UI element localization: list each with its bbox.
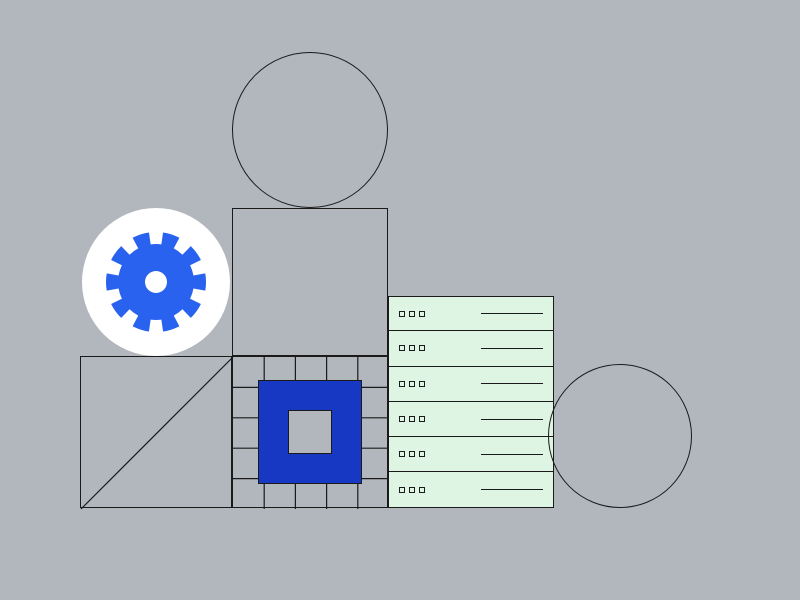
server-led-icon: [399, 487, 405, 493]
server-led-icon: [399, 451, 405, 457]
server-unit: [388, 472, 554, 507]
server-line: [481, 489, 543, 490]
server-led-icon: [409, 451, 415, 457]
upper-square: [232, 208, 388, 356]
right-circle: [548, 364, 692, 508]
gear-icon: [102, 228, 210, 336]
top-circle: [232, 52, 388, 208]
server-led-icon: [399, 416, 405, 422]
server-unit: [388, 367, 554, 402]
server-led-icon: [399, 345, 405, 351]
server-led-icon: [419, 381, 425, 387]
server-led-icon: [399, 381, 405, 387]
server-led-icon: [419, 451, 425, 457]
infographic-canvas: [0, 0, 800, 600]
server-led-icon: [409, 345, 415, 351]
server-unit: [388, 402, 554, 437]
server-led-icon: [399, 311, 405, 317]
server-stack: [388, 296, 554, 508]
server-led-icon: [419, 345, 425, 351]
server-led-icon: [419, 311, 425, 317]
server-line: [481, 383, 543, 384]
server-led-icon: [409, 381, 415, 387]
server-led-icon: [409, 487, 415, 493]
server-led-icon: [409, 416, 415, 422]
server-unit: [388, 331, 554, 366]
server-line: [481, 454, 543, 455]
bottom-left-square: [80, 356, 232, 508]
server-led-icon: [409, 311, 415, 317]
server-unit: [388, 296, 554, 331]
server-line: [481, 348, 543, 349]
server-led-icon: [419, 416, 425, 422]
server-line: [481, 313, 543, 314]
server-unit: [388, 437, 554, 472]
server-line: [481, 419, 543, 420]
chip-hole: [288, 410, 332, 454]
server-led-icon: [419, 487, 425, 493]
